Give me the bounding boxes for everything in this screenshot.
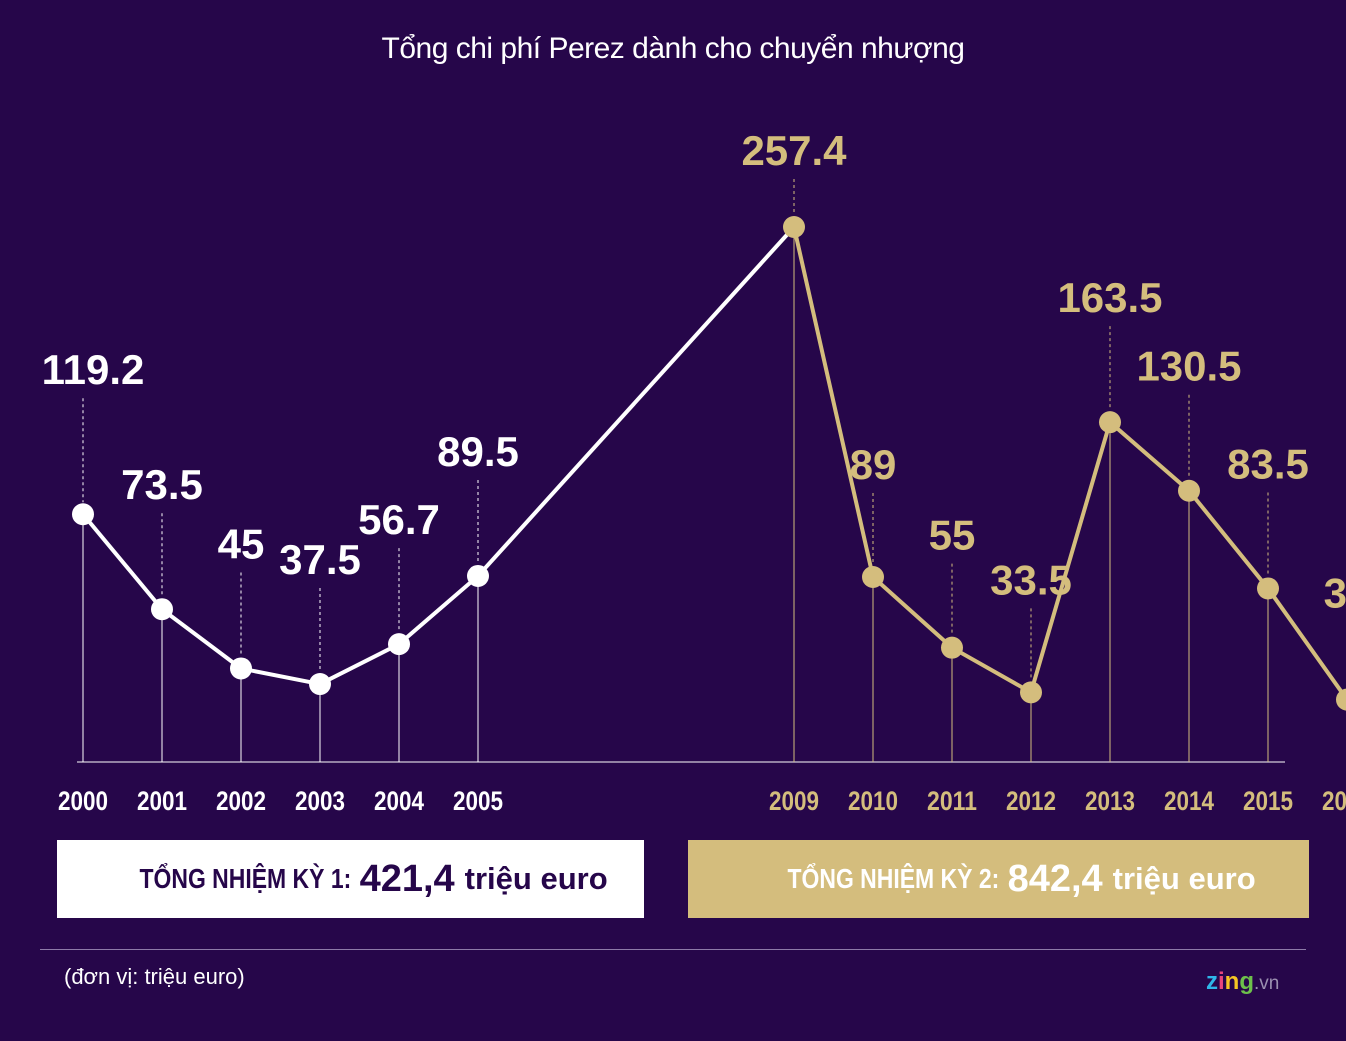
data-point-2001 bbox=[151, 598, 173, 621]
data-point-2016 bbox=[1336, 688, 1346, 711]
term1-total-unit: triệu euro bbox=[464, 861, 608, 896]
x-tick-label-2014: 2014 bbox=[1164, 786, 1214, 816]
data-point-2003 bbox=[309, 673, 331, 696]
term2-total-box: TỔNG NHIỆM KỲ 2: 842,4 triệu euro bbox=[688, 840, 1309, 918]
data-label-2009: 257.4 bbox=[741, 127, 847, 174]
x-tick-label-2001: 2001 bbox=[137, 786, 187, 816]
term1-total-amount: 421,4 bbox=[359, 857, 455, 900]
data-label-2005: 89.5 bbox=[437, 428, 519, 475]
x-tick-label-2002: 2002 bbox=[216, 786, 266, 816]
data-label-2015: 83.5 bbox=[1227, 440, 1309, 487]
data-label-2010: 89 bbox=[850, 441, 897, 488]
data-point-2010 bbox=[862, 566, 884, 589]
data-point-2004 bbox=[388, 633, 410, 656]
data-label-2003: 37.5 bbox=[279, 536, 361, 583]
x-tick-label-2013: 2013 bbox=[1085, 786, 1135, 816]
data-point-2002 bbox=[230, 657, 252, 680]
data-point-2009 bbox=[783, 215, 805, 238]
data-label-2002: 45 bbox=[218, 520, 265, 567]
x-tick-label-2004: 2004 bbox=[374, 786, 424, 816]
term1-total-label: TỔNG NHIỆM KỲ 1: bbox=[139, 863, 352, 894]
data-point-2000 bbox=[72, 503, 94, 526]
data-point-2013 bbox=[1099, 411, 1121, 434]
data-point-2014 bbox=[1178, 479, 1200, 502]
data-label-2013: 163.5 bbox=[1057, 274, 1162, 321]
data-label-2014: 130.5 bbox=[1136, 343, 1241, 390]
data-point-2011 bbox=[941, 636, 963, 659]
line-chart: 119.2 73.5 45 37.556.7 89.5 257.4 89 55 33.5 163.… bbox=[42, 127, 1346, 816]
series-line-2 bbox=[792, 226, 1346, 701]
x-tick-label-2009: 2009 bbox=[769, 786, 819, 816]
bridge-line bbox=[476, 225, 796, 578]
unit-note: (đơn vị: triệu euro) bbox=[64, 964, 245, 989]
x-tick-label-2012: 2012 bbox=[1006, 786, 1056, 816]
zing-logo: zing.vn bbox=[1206, 968, 1280, 995]
data-point-2015 bbox=[1257, 577, 1279, 600]
chart-title: Tổng chi phí Perez dành cho chuyển nhượn… bbox=[381, 32, 966, 65]
logo-suffix: .vn bbox=[1254, 973, 1280, 994]
x-tick-label-2015: 2015 bbox=[1243, 786, 1293, 816]
data-label-2011: 55 bbox=[929, 512, 976, 559]
term1-total-box: TỔNG NHIỆM KỲ 1: 421,4 triệu euro bbox=[57, 840, 644, 918]
x-tick-label-2010: 2010 bbox=[848, 786, 898, 816]
term2-total-amount: 842,4 bbox=[1007, 857, 1103, 900]
data-point-2012 bbox=[1020, 681, 1042, 704]
data-point-2005 bbox=[467, 564, 489, 587]
term2-total-label: TỔNG NHIỆM KỲ 2: bbox=[787, 863, 1000, 894]
data-label-2001: 73.5 bbox=[121, 461, 203, 508]
x-tick-label-2000: 2000 bbox=[58, 786, 108, 816]
x-tick-label-2003: 2003 bbox=[295, 786, 345, 816]
data-label-2004: 56.7 bbox=[358, 496, 440, 543]
x-tick-label-2005: 2005 bbox=[453, 786, 503, 816]
data-label-2016: 30 bbox=[1324, 570, 1346, 617]
x-tick-label-2011: 2011 bbox=[927, 786, 977, 816]
data-label-2000: 119.2 bbox=[42, 346, 145, 393]
data-label-2012: 33.5 bbox=[990, 556, 1072, 603]
series-line-1 bbox=[81, 512, 480, 687]
footer-divider bbox=[40, 949, 1306, 950]
x-tick-label-2016: 2016 bbox=[1322, 786, 1346, 816]
term2-total-unit: triệu euro bbox=[1112, 861, 1256, 896]
